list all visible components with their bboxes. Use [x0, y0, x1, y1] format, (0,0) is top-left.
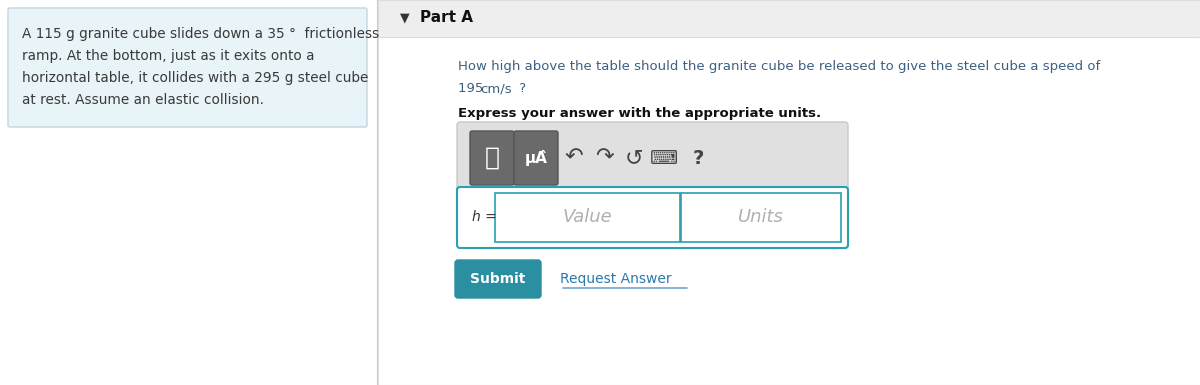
FancyBboxPatch shape: [8, 8, 367, 127]
FancyBboxPatch shape: [378, 0, 1200, 37]
Text: Part A: Part A: [420, 10, 473, 25]
Text: Submit: Submit: [470, 272, 526, 286]
Text: Express your answer with the appropriate units.: Express your answer with the appropriate…: [458, 107, 821, 120]
Text: ↶: ↶: [565, 148, 583, 168]
Text: ⌨: ⌨: [650, 149, 678, 167]
Text: ?: ?: [515, 82, 526, 95]
FancyBboxPatch shape: [455, 260, 541, 298]
Text: ?: ?: [692, 149, 703, 167]
Text: μÂ: μÂ: [524, 150, 547, 166]
Text: horizontal table, it collides with a 295 g steel cube: horizontal table, it collides with a 295…: [22, 71, 368, 85]
Text: h =: h =: [472, 210, 497, 224]
FancyBboxPatch shape: [470, 131, 514, 185]
Text: ↷: ↷: [595, 148, 613, 168]
Text: Units: Units: [738, 208, 784, 226]
Text: Request Answer: Request Answer: [560, 272, 672, 286]
FancyBboxPatch shape: [514, 131, 558, 185]
Text: ↺: ↺: [625, 148, 643, 168]
FancyBboxPatch shape: [457, 122, 848, 193]
FancyBboxPatch shape: [682, 193, 841, 242]
FancyBboxPatch shape: [457, 187, 848, 248]
Text: 195: 195: [458, 82, 487, 95]
Text: ▼: ▼: [400, 12, 409, 25]
Text: at rest. Assume an elastic collision.: at rest. Assume an elastic collision.: [22, 93, 264, 107]
Text: Value: Value: [562, 208, 612, 226]
FancyBboxPatch shape: [378, 37, 1200, 385]
Text: ␖: ␖: [485, 146, 499, 170]
Text: ramp. At the bottom, just as it exits onto a: ramp. At the bottom, just as it exits on…: [22, 49, 314, 63]
Text: cm/s: cm/s: [480, 82, 511, 95]
FancyBboxPatch shape: [496, 193, 680, 242]
Text: A 115 g granite cube slides down a 35 °  frictionless: A 115 g granite cube slides down a 35 ° …: [22, 27, 379, 41]
Text: How high above the table should the granite cube be released to give the steel c: How high above the table should the gran…: [458, 60, 1100, 73]
